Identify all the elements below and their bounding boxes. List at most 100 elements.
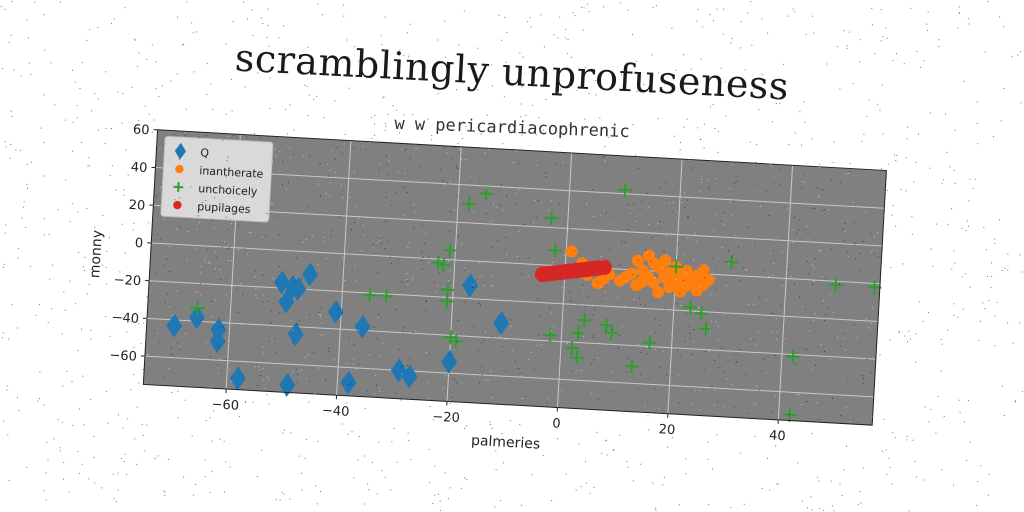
point-unchoicely-v [385,288,388,303]
point-unchoicely [448,334,463,349]
point-unchoicely [694,306,709,321]
point-unchoicely [724,255,739,270]
point-inantherate [680,265,693,278]
grid-line-x [777,165,794,420]
point-unchoicely [617,182,633,198]
point-q [441,349,458,374]
point-unchoicely-v [610,325,613,341]
legend-marker-q [174,142,186,160]
point-unchoicely-v [788,407,792,422]
point-q [209,329,226,354]
legend-box [160,135,274,223]
point-unchoicely-v [699,306,703,321]
point-q [340,370,357,395]
grid-line-y [149,280,879,322]
point-unchoicely-v [449,330,452,345]
point-unchoicely [642,335,657,350]
point-unchoicely [564,340,579,355]
point-unchoicely [479,186,494,201]
x-tick-label: 20 [658,422,675,438]
grid-line-y [153,204,883,247]
point-unchoicely-v [604,318,608,333]
point-unchoicely-v [689,300,692,315]
point-unchoicely [440,294,455,309]
point-q [302,262,319,287]
point-unchoicely-v [549,328,552,343]
point-q [462,273,479,298]
point-unchoicely [543,328,558,343]
point-unchoicely-v [442,257,445,273]
grid-line-y [155,167,885,209]
point-unchoicely-v [576,326,580,341]
point-unchoicely [548,243,563,258]
point-unchoicely [544,211,559,226]
point-inantherate [647,276,660,289]
point-unchoicely-v [583,313,586,328]
point-unchoicely-v [834,277,838,293]
legend-marker-pupilages [173,200,182,210]
axes: −60 −40 −20 0 20 40 −60 −40 −20 0 20 40 60 palmeries m… [87,122,887,453]
grid-line-y [146,317,876,360]
point-unchoicely-v [553,243,557,258]
x-tick-label: −20 [432,410,460,427]
x-tick-label: −60 [211,397,239,414]
point-unchoicely-v [575,350,579,365]
point-unchoicely-v [484,186,488,201]
point-q [401,364,418,389]
point-unchoicely [442,243,457,258]
point-unchoicely-v [630,359,634,374]
grid-line-y [144,355,874,398]
point-q [273,270,290,295]
point-inantherate [631,254,644,267]
point-q [327,299,344,324]
point-unchoicely [867,280,882,295]
x-tick-label: −40 [322,403,350,420]
y-tick-label: 20 [128,198,145,214]
point-unchoicely [599,318,614,333]
point-q [493,311,510,336]
point-unchoicely [571,326,586,341]
point-unchoicely-v [436,255,440,270]
point-inantherate [697,264,710,277]
point-q [279,372,296,397]
point-unchoicely-v [648,335,652,350]
point-inantherate [636,275,649,288]
point-unchoicely-v [454,334,458,349]
point-q [166,313,183,338]
point-unchoicely-v [674,259,678,274]
point-q [390,358,407,383]
point-unchoicely [379,288,394,303]
point-inantherate [702,273,715,286]
point-unchoicely-v [550,211,553,226]
point-q [354,314,371,339]
point-q [188,305,205,330]
point-unchoicely [362,287,377,302]
point-unchoicely-v [623,182,627,198]
point-unchoicely-v [368,287,372,302]
point-inantherate [565,245,578,258]
point-unchoicely-v [730,255,734,270]
point-unchoicely [683,300,698,315]
point-unchoicely-v [570,340,574,355]
point-q [290,277,307,302]
legend-marker-inantherate [175,164,184,174]
point-q [287,322,304,347]
legend-marker-unchoicely-v [177,182,180,193]
y-tick-label: 0 [134,236,143,251]
point-unchoicely-v [445,294,449,309]
legend-marker-unchoicely [173,182,184,193]
point-unchoicely [785,349,800,364]
y-tick-label: −40 [111,310,139,327]
y-tick-label: −20 [113,273,141,290]
point-unchoicely-v [872,280,876,295]
point-inantherate [652,286,665,299]
legend-label-pupilages: pupilages [197,200,251,216]
legend-label-inantherate: inantherate [199,164,264,181]
point-pupilages [596,259,612,276]
point-unchoicely [436,257,451,273]
point-unchoicely [669,259,684,274]
point-unchoicely-v [448,243,452,258]
x-axis-label: palmeries [471,433,541,453]
y-tick-label: −60 [109,348,137,365]
